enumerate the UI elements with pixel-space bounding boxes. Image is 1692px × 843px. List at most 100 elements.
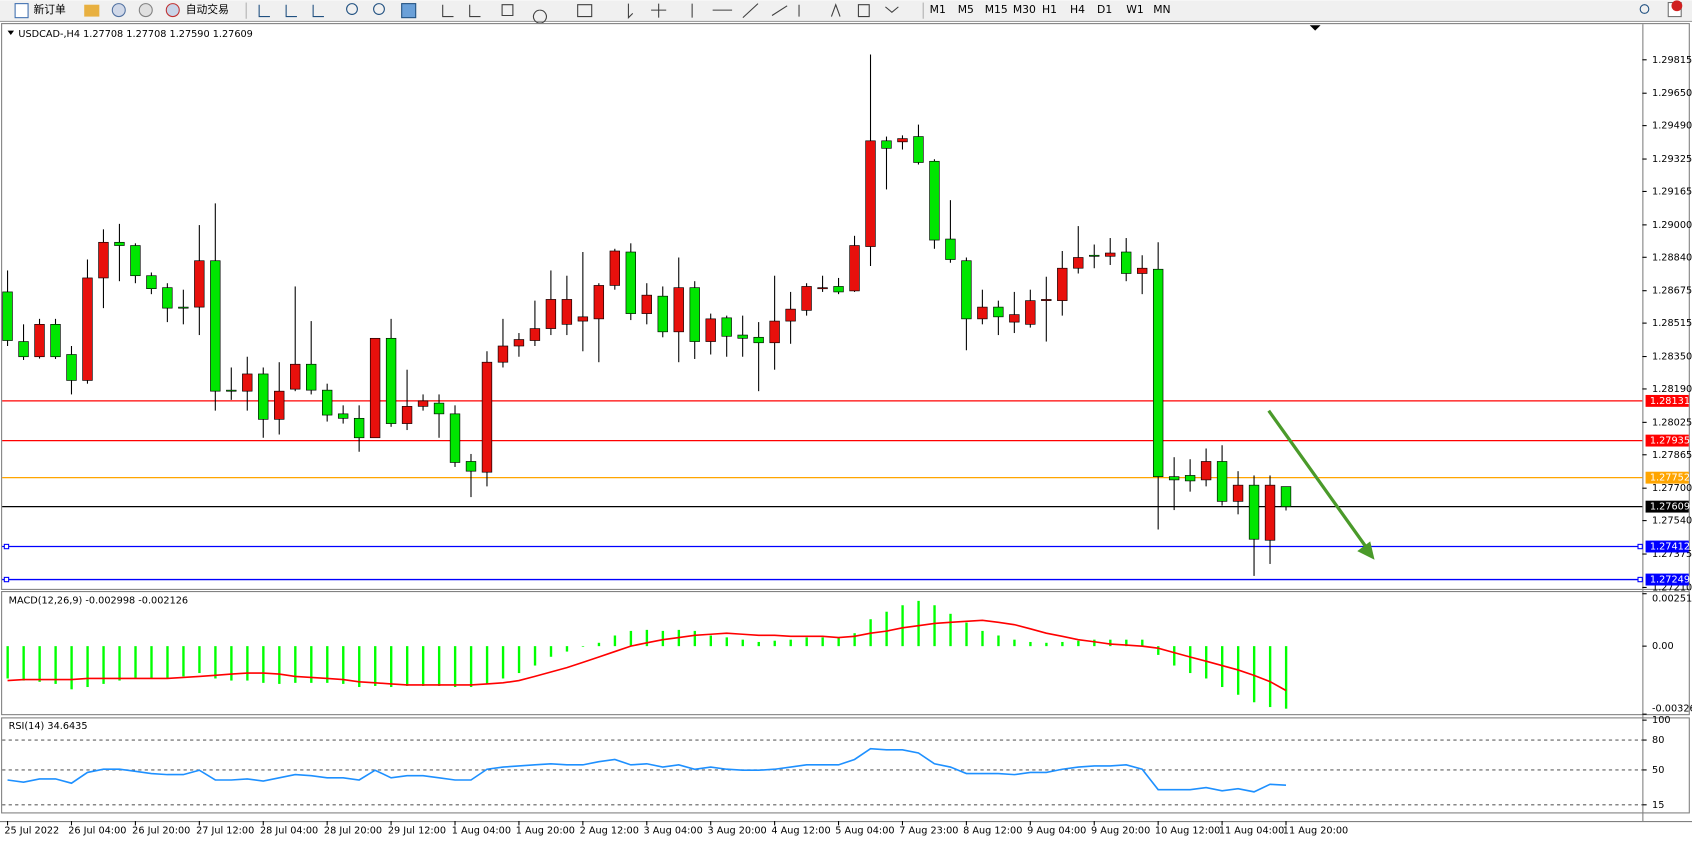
icon[interactable]: [138, 3, 153, 18]
macd-bar: [278, 646, 281, 684]
candle-body: [689, 287, 700, 342]
icon[interactable]: [84, 4, 100, 17]
macd-bar: [773, 640, 776, 647]
macd-bar: [1157, 646, 1160, 655]
timeframe-button[interactable]: MN: [1153, 3, 1170, 16]
y-tick-label: 100: [1652, 715, 1671, 726]
x-tick-label: 26 Jul 20:00: [132, 826, 190, 837]
macd-bar: [549, 646, 553, 657]
icon[interactable]: [401, 3, 417, 19]
line-handle: [3, 543, 10, 550]
candle-body: [162, 287, 173, 309]
icon[interactable]: [442, 3, 899, 24]
timeframe-button[interactable]: H1: [1042, 3, 1057, 16]
timeframe-button[interactable]: D1: [1097, 3, 1112, 16]
candle-body: [1041, 299, 1052, 301]
price-label: 1.27935: [1650, 436, 1690, 447]
candle-body: [929, 160, 940, 241]
candle-body: [417, 400, 429, 407]
candle-body: [82, 277, 93, 381]
icon[interactable]: [165, 3, 180, 18]
timeframe-button[interactable]: M1: [930, 3, 946, 16]
timeframes: M1 M5 M15 M30 H1 H4 D1 W1 MN: [930, 3, 1171, 16]
macd-bar: [326, 646, 329, 683]
annotation-arrowhead: [1357, 541, 1375, 560]
price-label: 1.27249: [1650, 575, 1690, 586]
candle-body: [98, 241, 109, 279]
x-tick-label: 26 Jul 04:00: [68, 826, 126, 837]
macd-bar: [118, 646, 121, 681]
y-tick-label: 1.28350: [1652, 352, 1692, 363]
candle-body: [401, 406, 413, 424]
macd-bar: [533, 646, 537, 666]
macd-bar: [693, 630, 697, 647]
price-label-bg: [1645, 573, 1689, 586]
candle-body: [1280, 486, 1292, 507]
candle-body: [242, 373, 253, 392]
candle-body: [18, 341, 29, 358]
timeframe-button[interactable]: W1: [1126, 3, 1144, 16]
x-tick-label: 11 Aug 20:00: [1283, 826, 1348, 837]
macd-bar: [837, 637, 840, 647]
annotation-arrow: [1267, 409, 1368, 548]
indicator-title: MACD(12,26,9) -0.002998 -0.002126: [9, 596, 188, 607]
candle-body: [769, 320, 780, 344]
timeframe-button[interactable]: H4: [1070, 3, 1085, 16]
rsi-line: [7, 747, 1287, 793]
candle-body: [385, 337, 397, 424]
y-tick-label: 1.29815: [1652, 55, 1692, 66]
macd-bar: [1252, 646, 1256, 703]
y-tick-label: 1.29490: [1652, 121, 1692, 132]
icon[interactable]: [373, 3, 385, 15]
macd-bar: [1141, 639, 1144, 647]
candle-body: [977, 306, 988, 320]
macd-bar: [469, 646, 473, 688]
icon[interactable]: [14, 3, 29, 19]
x-tick-label: 1 Aug 20:00: [516, 826, 575, 837]
candle-body: [705, 318, 716, 342]
x-tick-label: 29 Jul 12:00: [388, 826, 446, 837]
candle-body: [529, 328, 541, 341]
candle-body: [1184, 475, 1196, 482]
toolbar-button[interactable]: 自动交易: [186, 3, 229, 16]
macd-bar: [453, 646, 457, 688]
y-tick-label: 1.27375: [1652, 549, 1692, 560]
toolbar-button[interactable]: 新订单: [33, 3, 66, 16]
icon[interactable]: [258, 4, 324, 18]
candle-body: [1136, 267, 1148, 274]
macd-bar: [1221, 646, 1224, 688]
candle-body: [721, 317, 732, 337]
candle-body: [801, 286, 812, 311]
candle-body: [306, 363, 317, 391]
candle-body: [753, 336, 764, 344]
macd-bar: [645, 629, 649, 647]
price-label-bg: [1645, 471, 1689, 484]
candle-body: [226, 389, 237, 392]
macd-bar: [1125, 639, 1128, 647]
timeframe-button[interactable]: M15: [985, 3, 1008, 16]
x-tick-label: 2 Aug 12:00: [580, 826, 639, 837]
candle-body: [881, 140, 892, 149]
macd-bar: [182, 646, 185, 677]
macd-bar: [581, 646, 585, 647]
price-label: 1.27609: [1650, 502, 1690, 513]
search-icon[interactable]: [1639, 4, 1650, 14]
candle-body: [497, 345, 509, 363]
y-tick-label: -0.00326: [1652, 704, 1692, 715]
candle-body: [178, 306, 189, 309]
icon[interactable]: [111, 3, 126, 18]
y-tick-label: 1.28515: [1652, 318, 1692, 329]
macd-bar: [501, 646, 505, 679]
macd-bar: [262, 646, 265, 683]
candle-body: [321, 389, 333, 416]
candle-body: [210, 260, 221, 392]
timeframe-button[interactable]: M5: [958, 3, 974, 16]
macd-bar: [214, 646, 217, 679]
timeframe-button[interactable]: M30: [1013, 3, 1036, 16]
x-tick-label: 27 Jul 12:00: [196, 826, 254, 837]
macd-bar: [198, 646, 201, 674]
x-tick-label: 3 Aug 20:00: [707, 826, 766, 837]
icon[interactable]: [346, 3, 358, 15]
y-tick-label: 1.28840: [1652, 252, 1692, 263]
